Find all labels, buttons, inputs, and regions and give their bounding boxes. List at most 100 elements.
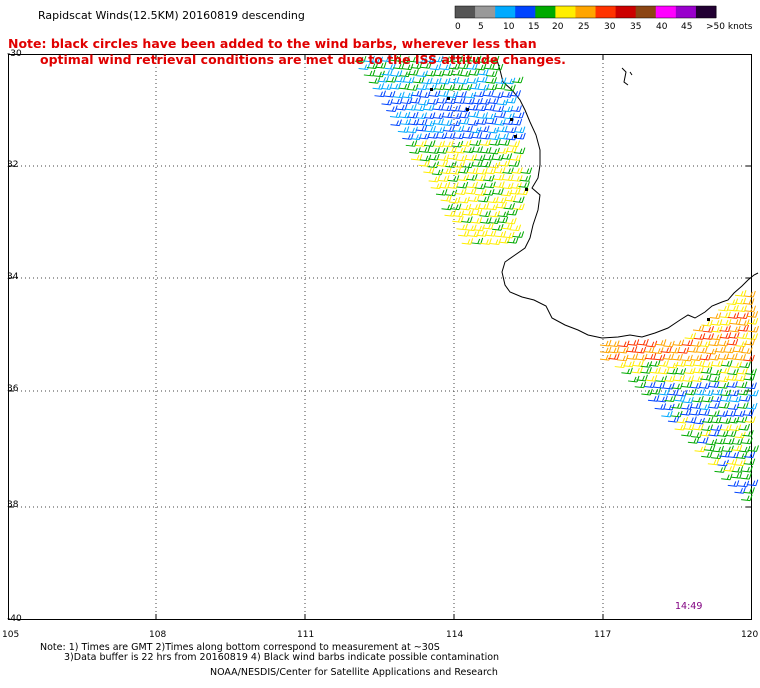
wind-barb (738, 319, 750, 326)
wind-barb (462, 161, 474, 169)
wind-barb (471, 160, 484, 168)
legend-swatch (635, 6, 657, 18)
wind-barb (483, 63, 496, 70)
wind-barb (677, 347, 690, 354)
wind-barb (445, 189, 458, 197)
wind-barb (487, 126, 500, 134)
wind-barb (428, 175, 441, 183)
wind-barb (494, 82, 507, 90)
wind-barb (456, 181, 469, 189)
wind-barb (373, 70, 385, 78)
wind-barb (744, 416, 756, 424)
wind-barb (700, 367, 713, 374)
wind-barb (399, 70, 411, 78)
map-frame (8, 54, 752, 620)
contaminated-barb (466, 108, 469, 111)
wind-barb (455, 91, 467, 98)
wind-barb (381, 98, 393, 106)
wind-barb (391, 97, 403, 105)
wind-barb (730, 471, 743, 479)
wind-barb (625, 345, 638, 353)
wind-barb (674, 368, 687, 375)
wind-barb (497, 132, 509, 140)
wind-barb (371, 56, 384, 64)
wind-barb (649, 387, 662, 395)
wind-barb (742, 409, 755, 417)
lon-label-111: 111 (297, 630, 315, 640)
wind-barb (719, 325, 731, 333)
wind-barb (518, 181, 530, 189)
wind-barb (479, 160, 492, 168)
legend-swatch (615, 6, 637, 18)
wind-barb (680, 408, 692, 416)
wind-barb (405, 140, 418, 147)
wind-barb (513, 126, 526, 134)
wind-barb (440, 194, 453, 202)
wind-barb (492, 153, 504, 161)
wind-barb (452, 210, 465, 218)
wind-barb (743, 373, 756, 381)
wind-barb (614, 361, 627, 369)
wind-barb (727, 451, 740, 459)
wind-barb (700, 373, 712, 381)
wind-barb (409, 96, 421, 104)
wind-barb (469, 139, 482, 147)
wind-barb (729, 325, 741, 333)
wind-barb (419, 154, 432, 162)
wind-barb (458, 117, 470, 125)
footer-note-2: 3)Data buffer is 22 hrs from 20160819 4)… (64, 652, 500, 663)
wind-barb (433, 83, 446, 91)
wind-barb (455, 188, 467, 195)
contaminated-barb (707, 318, 710, 321)
wind-barb (608, 340, 620, 348)
wind-barb (710, 416, 722, 424)
wind-barb (458, 196, 470, 204)
wind-barb (693, 388, 706, 396)
wind-barb (717, 459, 729, 467)
wind-barb (447, 175, 460, 182)
wind-barb (734, 459, 746, 467)
wind-barb (737, 324, 750, 332)
legend-swatch (535, 6, 556, 18)
wind-barb (681, 339, 694, 347)
lon-label-120: 120 (741, 630, 759, 640)
wind-barb (496, 125, 508, 133)
wind-barb (498, 139, 511, 146)
wind-barb (699, 340, 711, 348)
wind-barb (513, 147, 526, 155)
wind-barb (699, 382, 711, 389)
wind-barb (720, 424, 732, 432)
wind-barb (374, 61, 387, 69)
wind-barb (467, 77, 479, 84)
wind-barb (470, 217, 483, 224)
lat-label-38: 38 (7, 500, 19, 510)
legend-swatch (495, 6, 516, 18)
wind-barb (449, 203, 462, 211)
wind-barb (437, 154, 450, 162)
wind-barb (711, 388, 724, 396)
wind-barb (398, 82, 411, 90)
wind-barb (504, 84, 516, 92)
wind-barb (690, 354, 703, 362)
wind-barb (468, 82, 481, 90)
wind-barb (735, 452, 748, 460)
wind-barb (740, 472, 752, 480)
wind-barb (416, 70, 428, 78)
wind-barb (390, 119, 402, 127)
wind-barb (501, 222, 513, 230)
wind-barb (739, 361, 751, 369)
wind-barb (509, 224, 522, 232)
wind-barb (725, 458, 738, 465)
graticule (9, 55, 751, 619)
wind-barb (742, 298, 755, 305)
wind-barb (374, 90, 386, 98)
wind-barb (705, 438, 718, 446)
wind-barb (497, 147, 509, 154)
wind-barb (407, 111, 419, 119)
wind-barb (449, 167, 461, 175)
wind-barb (710, 333, 723, 341)
wind-barb (667, 388, 679, 396)
wind-barb (737, 402, 749, 409)
wind-barb (439, 63, 452, 71)
wind-barb (494, 230, 507, 238)
